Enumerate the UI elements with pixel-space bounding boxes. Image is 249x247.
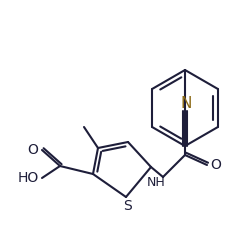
Text: S: S [124, 199, 132, 213]
Text: NH: NH [147, 176, 165, 188]
Text: HO: HO [17, 171, 39, 185]
Text: O: O [28, 143, 38, 157]
Text: O: O [211, 158, 221, 172]
Text: N: N [180, 96, 192, 110]
